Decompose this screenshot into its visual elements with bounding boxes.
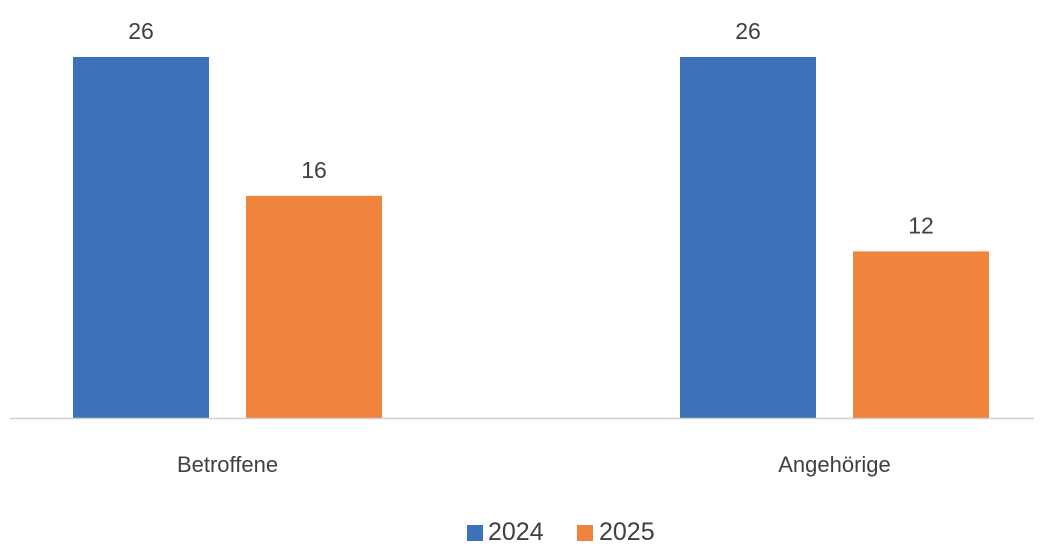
data-label-2024-1: 26 xyxy=(735,18,761,44)
legend-label-2024: 2024 xyxy=(488,518,544,546)
bar-2025-0 xyxy=(246,195,382,418)
legend-swatch-2024 xyxy=(467,525,483,541)
bar-2024-1 xyxy=(680,57,816,418)
data-label-2025-0: 16 xyxy=(301,157,327,183)
category-label-0: Betroffene xyxy=(177,452,278,477)
bar-2024-0 xyxy=(73,57,209,418)
category-label-1: Angehörige xyxy=(778,452,891,477)
data-label-2024-0: 26 xyxy=(128,18,154,44)
legend-label-2025: 2025 xyxy=(599,518,655,546)
data-label-2025-1: 12 xyxy=(908,212,934,238)
bar-2025-1 xyxy=(853,251,989,418)
legend-swatch-2025 xyxy=(577,525,593,541)
